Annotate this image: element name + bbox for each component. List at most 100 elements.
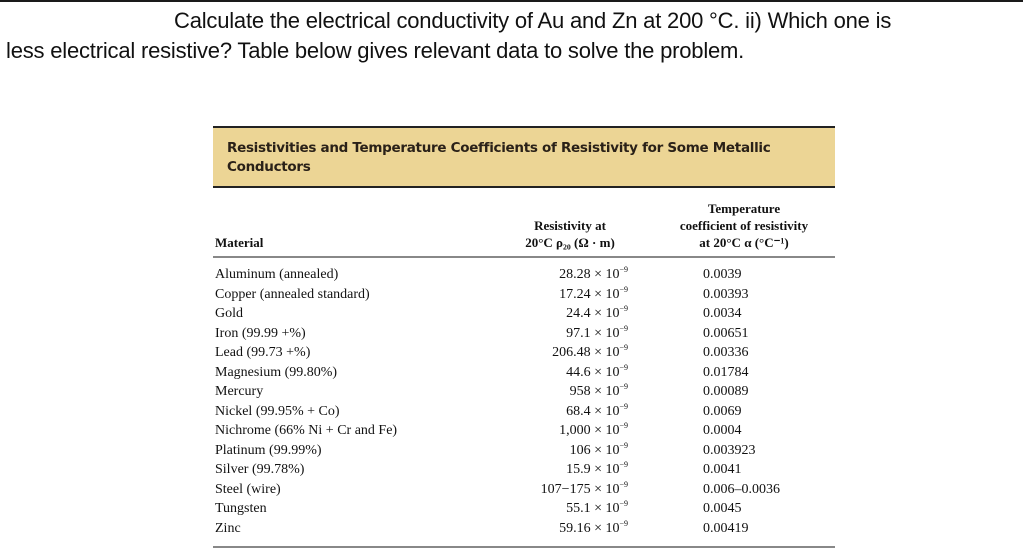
cell-resistivity: 55.1 × 10−9 — [566, 499, 628, 519]
question-text: Calculate the electrical conductivity of… — [6, 6, 1016, 66]
table-row: Magnesium (99.80%) 44.6 × 10−9 0.01784 — [213, 363, 835, 383]
header-coef-line-3: at 20°C α (°C⁻¹) — [699, 235, 789, 250]
times-ten: × 10 — [590, 462, 620, 477]
times-ten: × 10 — [590, 423, 620, 438]
cell-material: Gold — [215, 306, 243, 321]
cell-resistivity: 1,000 × 10−9 — [559, 421, 628, 441]
exponent: −9 — [619, 518, 628, 528]
cell-temperature-coefficient: 0.0004 — [703, 423, 742, 438]
cell-material: Nichrome (66% Ni + Cr and Fe) — [215, 423, 398, 438]
cell-resistivity: 59.16 × 10−9 — [559, 519, 628, 539]
table-row: Gold 24.4 × 10−9 0.0034 — [213, 304, 835, 324]
table-row: Zinc 59.16 × 10−9 0.00419 — [213, 519, 835, 539]
cell-temperature-coefficient: 0.0041 — [703, 462, 742, 477]
cell-resistivity: 958 × 10−9 — [570, 382, 628, 402]
header-material: Material — [215, 235, 264, 250]
cell-resistivity: 68.4 × 10−9 — [566, 402, 628, 422]
resistivity-mantissa: 958 — [569, 384, 591, 399]
exponent: −9 — [619, 401, 628, 411]
exponent: −9 — [619, 284, 628, 294]
times-ten: × 10 — [590, 286, 620, 302]
cell-material: Mercury — [215, 384, 264, 399]
exponent: −9 — [619, 382, 628, 391]
cell-material: Iron (99.99 +%) — [215, 325, 306, 341]
resistivity-mantissa: 107−175 — [540, 481, 591, 497]
times-ten: × 10 — [590, 481, 620, 497]
cell-resistivity: 15.9 × 10−9 — [566, 460, 628, 480]
exponent: −9 — [619, 499, 628, 508]
header-resistivity: Resistivity at 20°C ρ₂₀ (Ω · m) — [506, 217, 634, 251]
cell-temperature-coefficient: 0.003923 — [703, 442, 756, 458]
cell-material: Silver (99.78%) — [215, 462, 305, 477]
cell-resistivity: 44.6 × 10−9 — [566, 363, 628, 383]
table-row: Silver (99.78%) 15.9 × 10−9 0.0041 — [213, 460, 835, 480]
cell-temperature-coefficient: 0.00336 — [703, 345, 749, 360]
question-line-1: Calculate the electrical conductivity of… — [174, 8, 892, 33]
cell-resistivity: 17.24 × 10−9 — [559, 285, 628, 305]
cell-material: Aluminum (annealed) — [215, 267, 339, 282]
cell-temperature-coefficient: 0.01784 — [703, 364, 749, 380]
times-ten: × 10 — [590, 501, 620, 516]
exponent: −9 — [619, 323, 628, 333]
cell-material: Lead (99.73 +%) — [215, 345, 311, 360]
cell-temperature-coefficient: 0.00651 — [703, 325, 749, 341]
times-ten: × 10 — [590, 267, 620, 282]
resistivity-mantissa: 59.16 — [559, 520, 591, 536]
exponent: −9 — [619, 460, 628, 469]
table-row: Platinum (99.99%) 106 × 10−9 0.003923 — [213, 441, 835, 461]
table-row: Nichrome (66% Ni + Cr and Fe) 1,000 × 10−… — [213, 421, 835, 441]
cell-temperature-coefficient: 0.0069 — [703, 403, 742, 419]
cell-temperature-coefficient: 0.006–0.0036 — [703, 481, 780, 497]
resistivity-mantissa: 44.6 — [566, 364, 591, 380]
cell-material: Tungsten — [215, 501, 267, 516]
cell-resistivity: 206.48 × 10−9 — [552, 343, 628, 363]
resistivity-mantissa: 17.24 — [559, 286, 591, 302]
exponent: −9 — [619, 440, 628, 450]
cell-material: Nickel (99.95% + Co) — [215, 403, 340, 419]
table-body: Aluminum (annealed) 28.28 × 10−9 0.0039 Cop… — [213, 258, 835, 548]
table-row: Lead (99.73 +%) 206.48 × 10−9 0.00336 — [213, 343, 835, 363]
exponent: −9 — [619, 343, 628, 352]
times-ten: × 10 — [590, 403, 620, 419]
times-ten: × 10 — [590, 442, 620, 458]
cell-material: Platinum (99.99%) — [215, 442, 322, 458]
cell-material: Copper (annealed standard) — [215, 286, 370, 302]
resistivity-mantissa: 68.4 — [566, 403, 591, 419]
header-resistivity-line-1: Resistivity at — [534, 218, 606, 233]
cell-resistivity: 24.4 × 10−9 — [566, 304, 628, 324]
times-ten: × 10 — [590, 384, 620, 399]
cell-resistivity: 107−175 × 10−9 — [541, 480, 628, 500]
resistivity-mantissa: 206.48 — [552, 345, 591, 360]
table-column-headers: Material Resistivity at 20°C ρ₂₀ (Ω · m)… — [213, 188, 835, 258]
header-coef-line-1: Temperature — [707, 201, 781, 216]
table-row: Steel (wire) 107−175 × 10−9 0.006–0.0036 — [213, 480, 835, 500]
question-line-2: less electrical resistive? Table below g… — [6, 38, 745, 63]
cell-temperature-coefficient: 0.0034 — [703, 306, 742, 321]
exponent: −9 — [619, 304, 628, 313]
table-row: Iron (99.99 +%) 97.1 × 10−9 0.00651 — [213, 324, 835, 344]
times-ten: × 10 — [590, 364, 620, 380]
cell-temperature-coefficient: 0.0045 — [703, 501, 742, 516]
top-rule — [0, 0, 1023, 2]
exponent: −9 — [619, 421, 628, 430]
exponent: −9 — [619, 479, 628, 489]
cell-temperature-coefficient: 0.00393 — [703, 286, 749, 302]
table-row: Nickel (99.95% + Co) 68.4 × 10−9 0.0069 — [213, 402, 835, 422]
times-ten: × 10 — [590, 345, 620, 360]
cell-temperature-coefficient: 0.00419 — [703, 520, 749, 536]
table-row: Aluminum (annealed) 28.28 × 10−9 0.0039 — [213, 265, 835, 285]
table-row: Mercury 958 × 10−9 0.00089 — [213, 382, 835, 402]
resistivity-mantissa: 97.1 — [566, 325, 591, 341]
header-resistivity-line-2: 20°C ρ₂₀ (Ω · m) — [525, 235, 615, 250]
times-ten: × 10 — [590, 325, 620, 341]
table-row: Tungsten 55.1 × 10−9 0.0045 — [213, 499, 835, 519]
cell-temperature-coefficient: 0.00089 — [703, 384, 749, 399]
exponent: −9 — [619, 265, 628, 274]
cell-resistivity: 97.1 × 10−9 — [566, 324, 628, 344]
cell-material: Zinc — [215, 520, 241, 536]
resistivity-mantissa: 106 — [569, 442, 591, 458]
table-row: Copper (annealed standard) 17.24 × 10−9 0.… — [213, 285, 835, 305]
header-temperature-coefficient: Temperature coefficient of resistivity a… — [653, 200, 835, 251]
cell-material: Steel (wire) — [215, 481, 281, 497]
resistivity-mantissa: 55.1 — [566, 501, 591, 516]
